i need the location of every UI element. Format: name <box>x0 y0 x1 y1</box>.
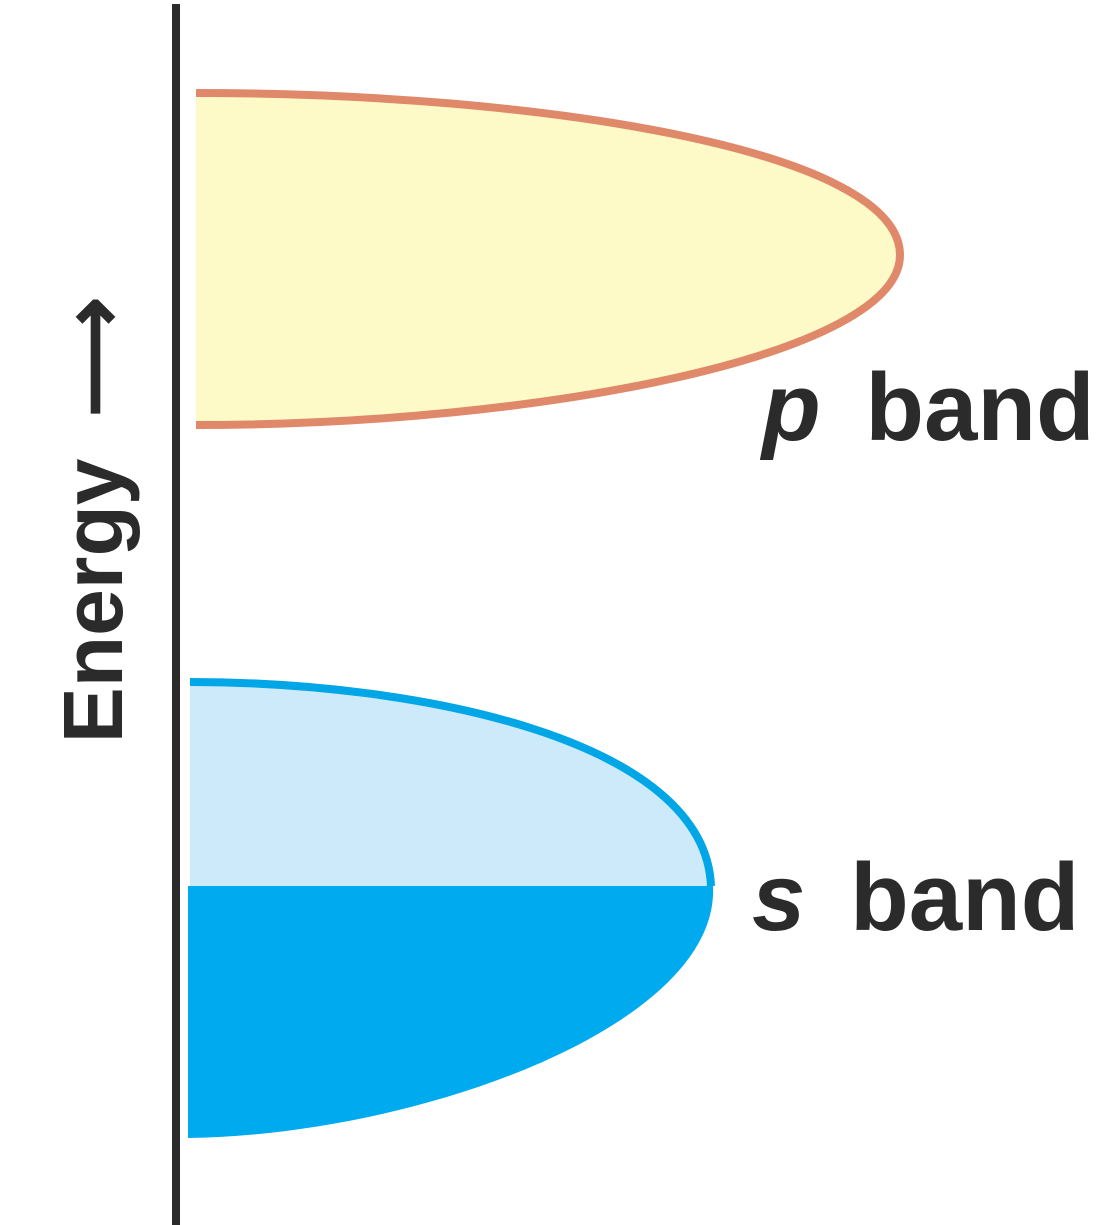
p-band-word: band <box>865 354 1094 461</box>
s-band-letter: s <box>752 844 805 951</box>
s-band-word: band <box>850 844 1079 951</box>
p-band-outline <box>195 89 905 429</box>
p-band-letter: p <box>759 354 821 461</box>
energy-axis-label-group: Energy ⟶ <box>46 297 140 744</box>
energy-axis-word: Energy <box>46 458 140 743</box>
s-band-outline <box>189 678 715 887</box>
s-band-filled-region <box>188 886 714 1138</box>
p-band-shape <box>196 93 900 425</box>
energy-axis-arrow: ⟶ <box>46 297 140 417</box>
energy-axis-label: Energy ⟶ <box>46 297 140 744</box>
p-band-label: p band <box>759 354 1095 461</box>
s-band-empty-region <box>190 682 709 886</box>
s-band-label: s band <box>752 844 1079 951</box>
